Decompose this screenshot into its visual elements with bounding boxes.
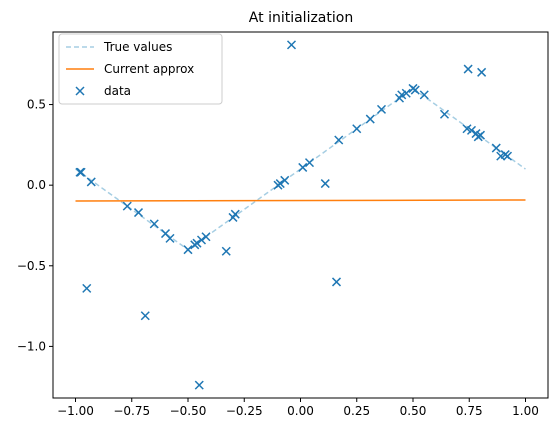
data-point [286, 40, 297, 50]
y-tick-label: 0.0 [27, 178, 46, 192]
y-tick-label: −0.5 [17, 259, 46, 273]
y-tick-label: 0.5 [27, 98, 46, 112]
data-point [275, 179, 285, 189]
legend-swatch-data [75, 86, 85, 96]
legend-box [58, 33, 223, 105]
data-point [140, 311, 150, 321]
data-point [280, 175, 290, 185]
data-point [82, 283, 92, 293]
data-point [320, 179, 330, 189]
data-point [376, 104, 387, 114]
data-point [165, 233, 175, 243]
data-point [230, 209, 240, 219]
data-point [201, 232, 211, 242]
data-point [502, 151, 513, 161]
data-point [86, 177, 96, 187]
x-tick-label: 0.75 [456, 404, 483, 418]
legend: True values Current approx data [58, 33, 223, 105]
legend-label-true-values: True values [103, 40, 172, 54]
data-point [477, 67, 487, 77]
y-tick-label: −1.0 [17, 339, 46, 353]
data-point [133, 208, 144, 218]
plot-area [75, 40, 526, 390]
data-point [365, 114, 375, 124]
data-point [192, 238, 202, 248]
x-tick-label: −0.25 [226, 404, 263, 418]
data-point [122, 201, 132, 211]
data-point [75, 167, 85, 177]
data-point [76, 167, 86, 177]
data-point [304, 158, 315, 168]
data-point [334, 135, 344, 145]
data-point [298, 162, 308, 172]
data-point [463, 64, 473, 74]
series-points-data [75, 40, 513, 390]
data-point [149, 219, 159, 229]
data-point [194, 380, 204, 390]
x-tick-label: 1.00 [512, 404, 539, 418]
x-tick-label: −0.50 [170, 404, 207, 418]
data-point [221, 246, 231, 256]
legend-label-data: data [104, 84, 131, 98]
data-point [475, 130, 486, 140]
chart-title: At initialization [249, 10, 353, 26]
x-tick-label: −1.00 [57, 404, 94, 418]
x-tick-label: 0.50 [400, 404, 427, 418]
data-point [352, 124, 362, 134]
x-tick-label: 0.25 [343, 404, 370, 418]
data-point [331, 277, 342, 287]
x-tick-label: 0.00 [287, 404, 314, 418]
data-point [183, 245, 193, 255]
legend-label-current-approx: Current approx [104, 62, 194, 76]
data-point [410, 85, 420, 95]
data-point [401, 88, 411, 98]
axis-ticks: −1.00 −0.75 −0.50 −0.25 0.00 0.25 0.50 0.75 1.00… [17, 98, 539, 418]
series-line-current-approx [75, 199, 526, 202]
data-point [439, 109, 450, 119]
x-tick-label: −0.75 [113, 404, 150, 418]
data-point [196, 235, 207, 245]
data-point [491, 143, 501, 153]
data-point [419, 90, 429, 100]
